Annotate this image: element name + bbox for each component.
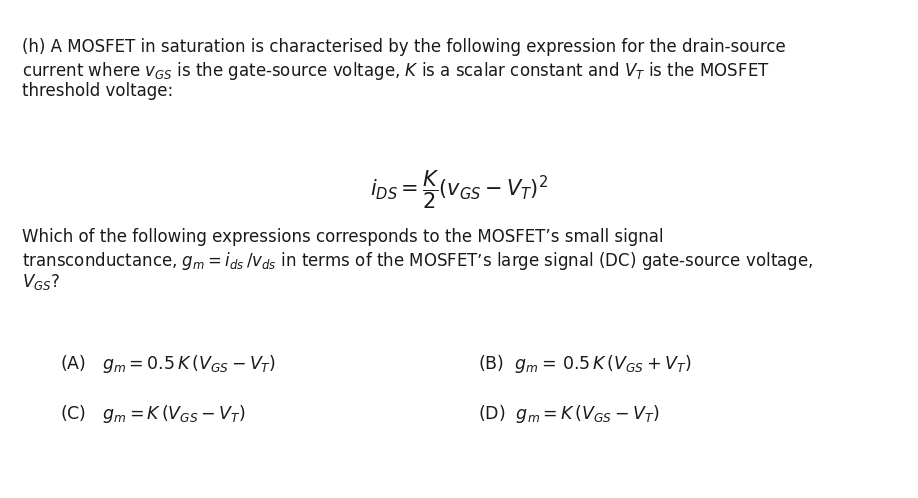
Text: $i_{DS} = \dfrac{K}{2}(v_{GS} - V_T)^2$: $i_{DS} = \dfrac{K}{2}(v_{GS} - V_T)^2$ bbox=[370, 168, 548, 211]
Text: (A)   $g_m = 0.5\,K\,(V_{GS} - V_T)$: (A) $g_m = 0.5\,K\,(V_{GS} - V_T)$ bbox=[60, 353, 276, 375]
Text: Which of the following expressions corresponds to the MOSFET’s small signal: Which of the following expressions corre… bbox=[22, 228, 664, 246]
Text: (D)  $g_m = K\,(V_{GS} - V_T)$: (D) $g_m = K\,(V_{GS} - V_T)$ bbox=[478, 403, 660, 425]
Text: (C)   $g_m = K\,(V_{GS} - V_T)$: (C) $g_m = K\,(V_{GS} - V_T)$ bbox=[60, 403, 246, 425]
Text: current where $v_{GS}$ is the gate-source voltage, $K$ is a scalar constant and : current where $v_{GS}$ is the gate-sourc… bbox=[22, 60, 770, 82]
Text: transconductance, $g_m = i_{ds}\,/v_{ds}$ in terms of the MOSFET’s large signal : transconductance, $g_m = i_{ds}\,/v_{ds}… bbox=[22, 250, 813, 272]
Text: $V_{GS}$?: $V_{GS}$? bbox=[22, 272, 60, 292]
Text: (h) A MOSFET in saturation is characterised by the following expression for the : (h) A MOSFET in saturation is characteri… bbox=[22, 38, 786, 56]
Text: (B)  $g_m =\, 0.5\,K\,(V_{GS} + V_T)$: (B) $g_m =\, 0.5\,K\,(V_{GS} + V_T)$ bbox=[478, 353, 691, 375]
Text: threshold voltage:: threshold voltage: bbox=[22, 82, 174, 100]
